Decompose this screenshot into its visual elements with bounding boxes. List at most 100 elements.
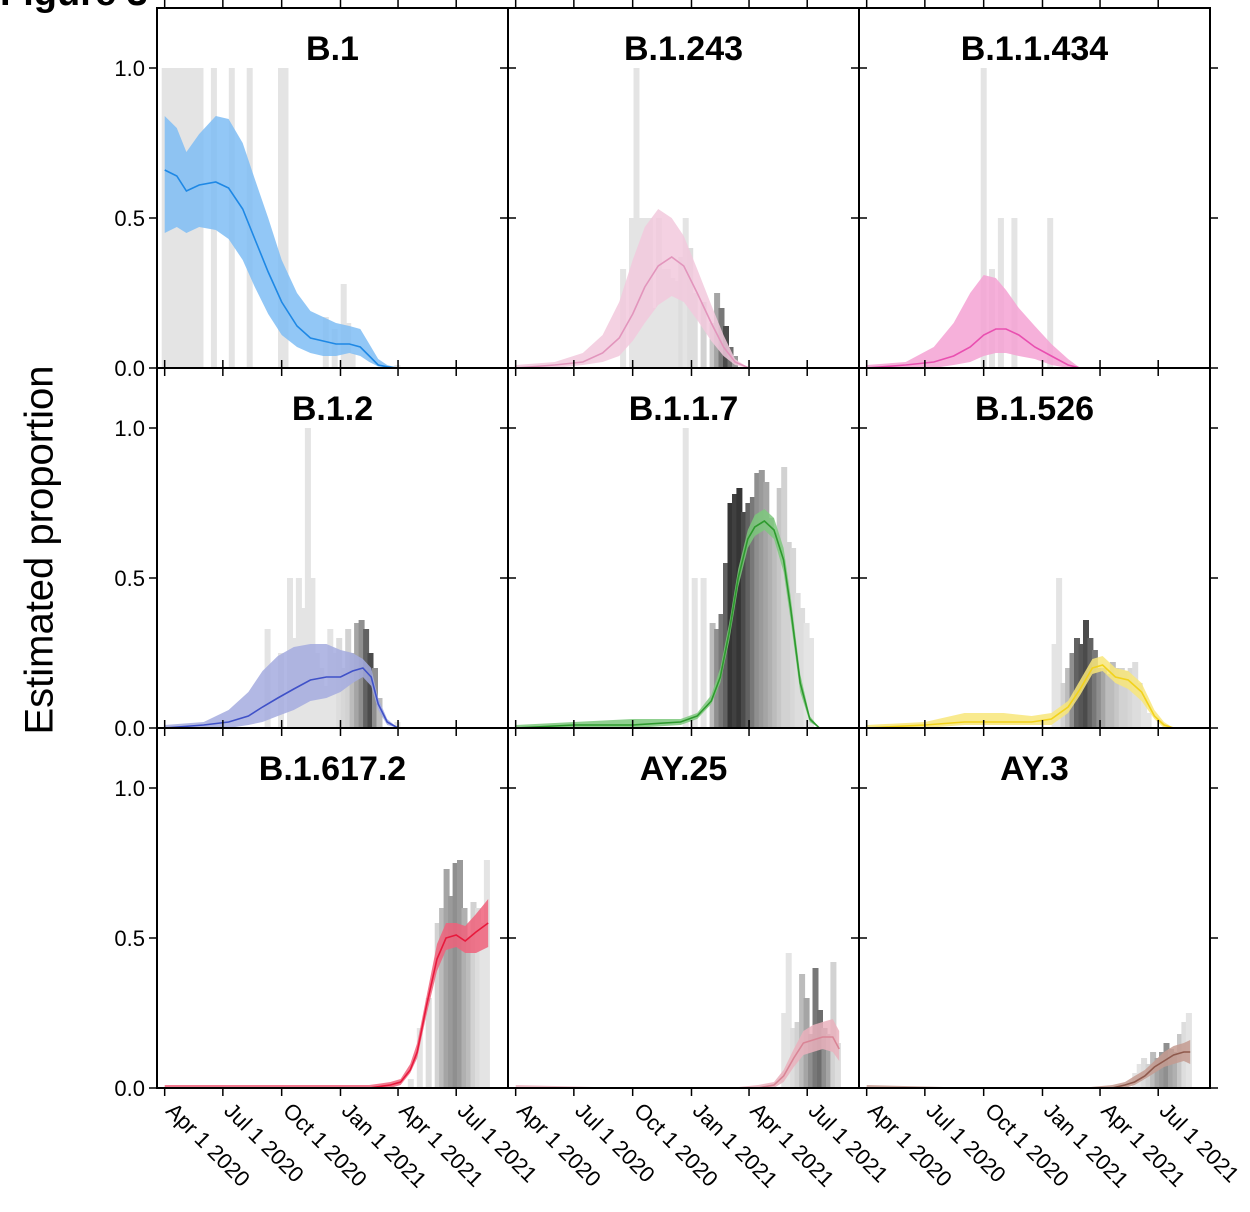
observed-bar: [443, 869, 450, 1088]
observed-bar: [682, 428, 689, 728]
panel-b-1-243: B.1.243: [500, 0, 867, 376]
panel-title: B.1.1.7: [629, 390, 739, 428]
observed-bar: [808, 1034, 814, 1088]
observed-bar: [1114, 668, 1121, 728]
observed-bar: [448, 896, 455, 1088]
panel-title: B.1.2: [292, 390, 373, 428]
observed-bar: [479, 923, 486, 1088]
observed-bar: [1109, 662, 1116, 728]
estimate-line: [515, 256, 750, 369]
observed-bar: [349, 653, 356, 728]
observed-bar: [763, 482, 770, 728]
observed-bar: [1141, 698, 1148, 728]
credible-band: [515, 509, 820, 728]
observed-bar: [826, 1034, 832, 1088]
observed-bar: [740, 512, 747, 728]
observed-bar: [700, 302, 707, 368]
estimate-line: [515, 519, 820, 729]
observed-bar: [376, 698, 383, 728]
observed-bar: [457, 860, 463, 1088]
observed-bar: [732, 494, 738, 728]
panel-b-1-2: 0.0 0.5 1.0 B.1.2: [114, 360, 516, 741]
observed-bar: [278, 68, 284, 368]
observed-bar: [1136, 683, 1143, 728]
observed-bar: [776, 488, 783, 728]
observed-bar: [673, 281, 680, 368]
observed-bar: [1118, 668, 1125, 728]
figure-label: Figure 3: [0, 0, 148, 15]
panel-b-1-1-7: B.1.1.7: [500, 360, 867, 736]
observed-bar: [1105, 674, 1112, 728]
observed-bar: [808, 638, 814, 728]
observed-bar: [754, 473, 761, 728]
panel-title: B.1.617.2: [259, 750, 406, 788]
observed-bar: [304, 428, 311, 728]
observed-bar: [1159, 1052, 1165, 1088]
observed-bar: [470, 902, 477, 1088]
observed-bar: [651, 308, 658, 368]
panel-title: B.1.243: [624, 30, 743, 68]
observed-bar: [749, 497, 756, 728]
observed-bar: [322, 686, 329, 728]
estimate-line: [164, 667, 399, 729]
observed-bar: [1172, 1052, 1179, 1088]
panel-b-1: 0.0 0.5 1.0 B.1: [114, 0, 516, 381]
observed-bar: [340, 668, 347, 728]
observed-bar: [785, 953, 792, 1088]
credible-band: [164, 644, 398, 728]
observed-bar: [1087, 638, 1094, 728]
observed-bar: [803, 623, 810, 728]
observed-bar: [407, 1079, 414, 1088]
panel-b-1-526: B.1.526: [851, 360, 1218, 736]
panel-title: B.1.1.434: [961, 30, 1109, 68]
observed-bar: [821, 1028, 828, 1088]
observed-bar: [483, 860, 490, 1088]
panel-title: AY.3: [1000, 750, 1069, 788]
observed-bar: [745, 503, 752, 728]
observed-bar: [980, 68, 987, 368]
credible-band: [164, 116, 398, 368]
observed-bar: [367, 653, 374, 728]
observed-bar: [758, 470, 765, 728]
observed-bar: [1056, 578, 1063, 728]
y-tick-label: 1.0: [114, 776, 145, 801]
y-tick-label: 0.0: [114, 1076, 145, 1101]
y-tick-label: 0.5: [114, 926, 145, 951]
observed-bar: [282, 68, 289, 368]
observed-bar: [1065, 668, 1072, 728]
observed-bar: [452, 863, 459, 1088]
observed-bar: [799, 974, 806, 1088]
observed-bar: [1145, 713, 1152, 728]
observed-bar: [1011, 218, 1018, 368]
y-tick-label: 0.0: [114, 716, 145, 741]
observed-bar: [799, 608, 806, 728]
observed-bar: [434, 923, 441, 1088]
credible-band: [515, 209, 749, 368]
observed-bar: [349, 353, 356, 368]
observed-bar: [1069, 653, 1076, 728]
y-tick-label: 0.5: [114, 566, 145, 591]
observed-bar: [1051, 644, 1058, 728]
observed-bar: [1100, 668, 1107, 728]
observed-bar: [691, 293, 698, 368]
y-tick-label: 1.0: [114, 416, 145, 441]
panel-title: AY.25: [640, 750, 728, 788]
panel-b-1-1-434: B.1.1.434: [851, 0, 1218, 376]
estimate-line: [164, 169, 399, 369]
observed-bar: [678, 257, 685, 368]
observed-bar: [767, 518, 774, 728]
panel-title: B.1: [306, 30, 359, 68]
observed-bar: [664, 269, 671, 368]
observed-bar: [1096, 668, 1103, 728]
observed-bar: [785, 542, 792, 728]
observed-bar: [669, 278, 676, 368]
y-tick-label: 1.0: [114, 56, 145, 81]
observed-bar: [781, 467, 788, 728]
observed-bar: [475, 908, 481, 1088]
observed-bar: [660, 269, 667, 368]
observed-bar: [1168, 1049, 1174, 1088]
panel-title: B.1.526: [975, 390, 1094, 428]
